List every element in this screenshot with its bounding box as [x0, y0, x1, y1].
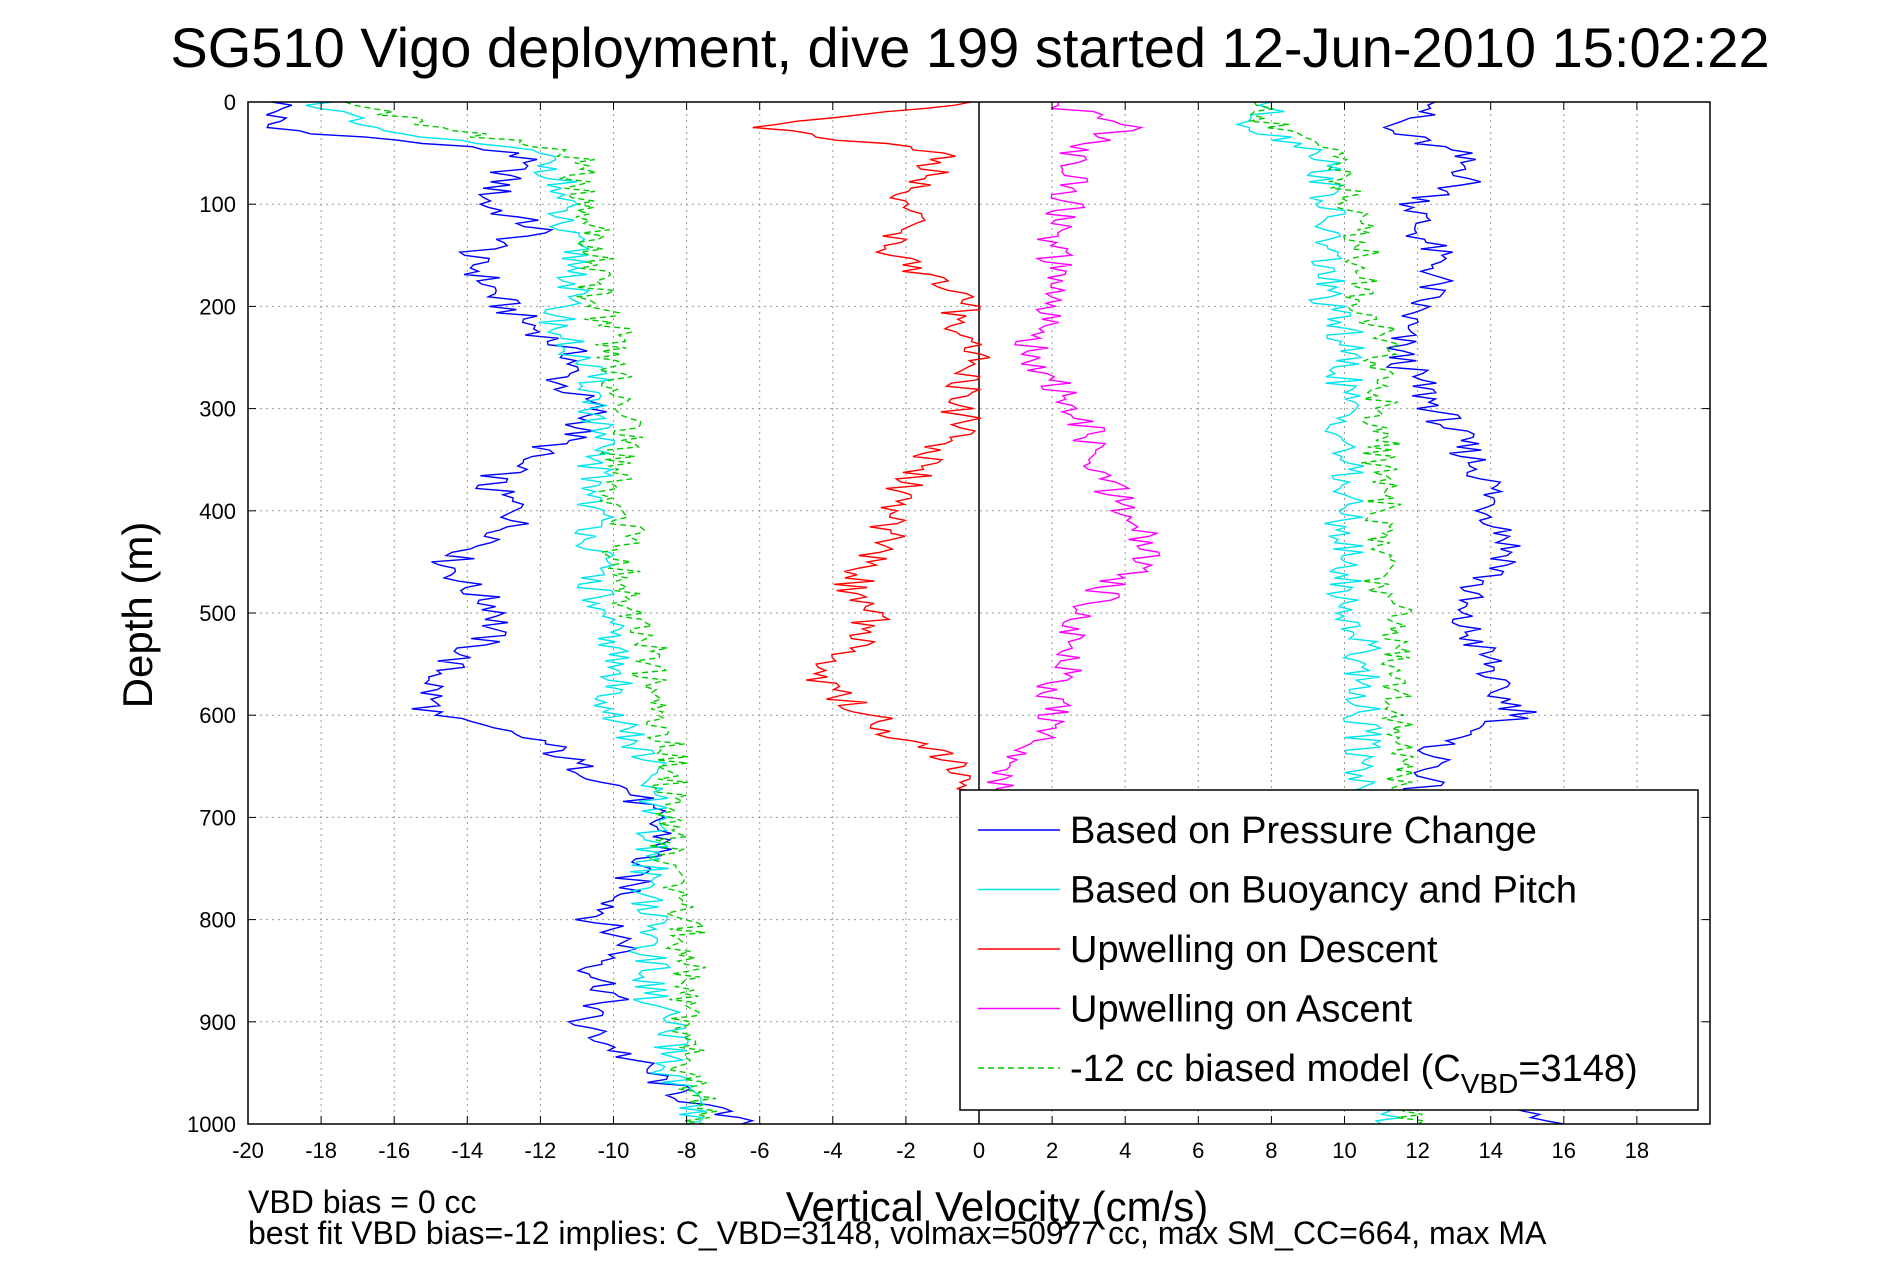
x-tick-label: 12: [1405, 1138, 1429, 1163]
x-tick-label: 18: [1625, 1138, 1649, 1163]
legend-label: Upwelling on Descent: [1070, 929, 1438, 971]
legend-label: Based on Pressure Change: [1070, 810, 1537, 852]
footnote-bias: VBD bias = 0 cc: [248, 1184, 477, 1220]
legend-box: [959, 789, 1699, 1111]
y-tick-label: 800: [199, 908, 236, 933]
series-12-cc-biased-model-c-line: [1249, 101, 1427, 1125]
x-tick-label: -8: [677, 1138, 697, 1163]
x-axis-ticks: -20 -18 -16 -14 -12 -10 -8 -6 -4 -2 0 2 4 6 8 10 12 14 16 1…: [232, 102, 1649, 1163]
x-axis-label: Vertical Velocity (cm/s): [786, 1183, 1208, 1230]
x-tick-label: 0: [973, 1138, 985, 1163]
y-tick-label: 500: [199, 601, 236, 626]
footnote-best-fit: best fit VBD bias=-12 implies: C_VBD=314…: [248, 1215, 1547, 1251]
y-tick-label: 100: [199, 192, 236, 217]
legend: Based on Pressure Change Based on Buoyanc…: [959, 789, 1699, 1111]
y-tick-label: 200: [199, 294, 236, 319]
x-tick-label: 14: [1478, 1138, 1502, 1163]
x-tick-label: -16: [378, 1138, 410, 1163]
legend-label: Based on Buoyancy and Pitch: [1070, 870, 1577, 912]
x-tick-label: 6: [1192, 1138, 1204, 1163]
x-tick-label: 16: [1552, 1138, 1576, 1163]
chart-title: SG510 Vigo deployment, dive 199 started …: [170, 16, 1769, 79]
x-tick-label: -6: [750, 1138, 770, 1163]
x-tick-label: 8: [1265, 1138, 1277, 1163]
x-tick-label: 10: [1332, 1138, 1356, 1163]
y-tick-label: 900: [199, 1010, 236, 1035]
x-tick-label: -20: [232, 1138, 264, 1163]
x-tick-label: -12: [525, 1138, 557, 1163]
y-tick-label: 1000: [187, 1112, 236, 1137]
y-tick-label: 400: [199, 499, 236, 524]
x-tick-label: -10: [598, 1138, 630, 1163]
y-tick-label: 700: [199, 805, 236, 830]
y-tick-label: 300: [199, 397, 236, 422]
x-tick-label: 2: [1046, 1138, 1058, 1163]
x-tick-label: -14: [451, 1138, 483, 1163]
y-tick-label: 0: [224, 90, 236, 115]
x-tick-label: -18: [305, 1138, 337, 1163]
legend-label: Upwelling on Ascent: [1070, 989, 1413, 1031]
series-upwelling-on-descent-line: [752, 101, 991, 793]
series-based-on-pressure-change-line: [266, 101, 755, 1125]
series-based-on-buoyancy-and-pitch-line: [305, 101, 707, 1125]
x-tick-label: 4: [1119, 1138, 1131, 1163]
x-tick-label: -2: [896, 1138, 916, 1163]
series-upwelling-on-ascent-line: [987, 101, 1161, 793]
y-axis-label: Depth (m): [114, 522, 161, 709]
y-tick-label: 600: [199, 703, 236, 728]
series-12-cc-biased-model-c-line: [344, 101, 718, 1125]
x-tick-label: -4: [823, 1138, 843, 1163]
y-axis-ticks: 0 100 200 300 400 500 600 700 800 900 1000: [187, 90, 1710, 1137]
